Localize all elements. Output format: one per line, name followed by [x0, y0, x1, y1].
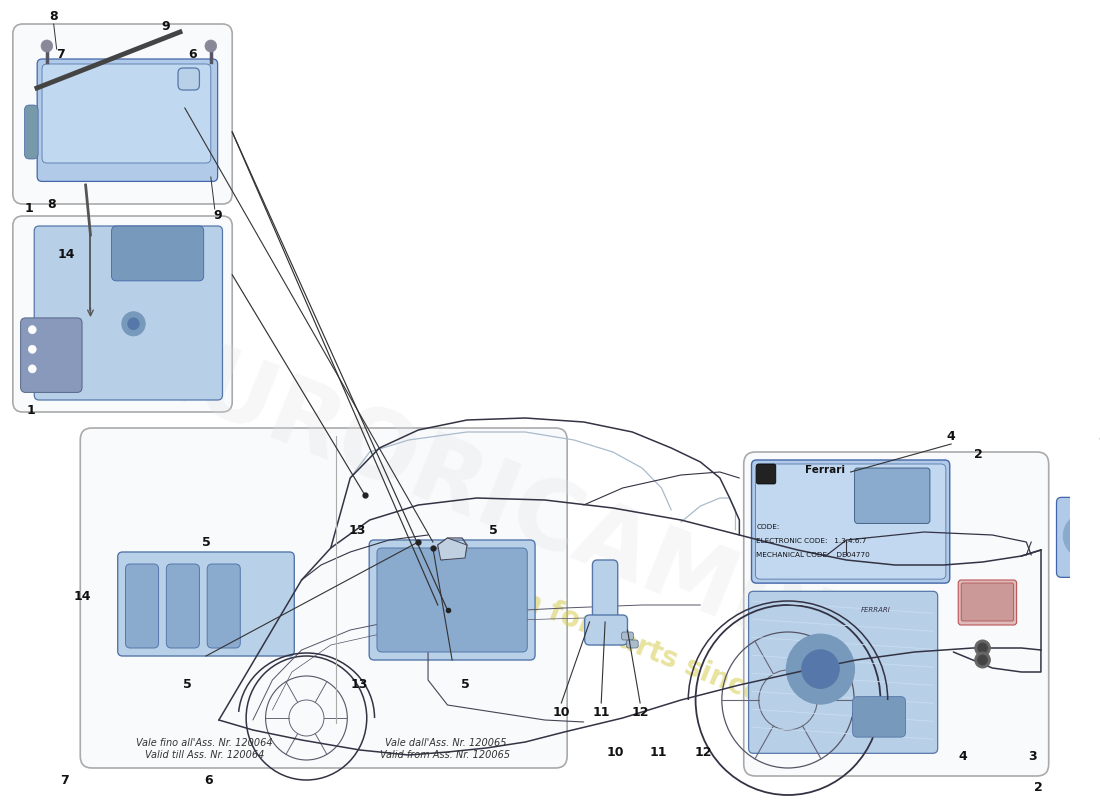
Circle shape — [975, 652, 990, 668]
Text: 2: 2 — [1034, 781, 1043, 794]
FancyBboxPatch shape — [621, 632, 634, 640]
FancyBboxPatch shape — [166, 564, 199, 648]
Circle shape — [975, 640, 990, 656]
Text: Vale fino all'Ass. Nr. 120064
Valid till Ass. Nr. 120064: Vale fino all'Ass. Nr. 120064 Valid till… — [136, 738, 273, 760]
Circle shape — [128, 318, 140, 330]
FancyBboxPatch shape — [13, 216, 232, 412]
Text: 4: 4 — [959, 750, 968, 762]
Text: 12: 12 — [694, 746, 712, 758]
Text: 3: 3 — [1028, 750, 1037, 762]
Text: CODE:: CODE: — [757, 524, 780, 530]
Text: 10: 10 — [552, 706, 570, 718]
Text: 8: 8 — [50, 10, 58, 22]
Circle shape — [1064, 514, 1100, 558]
Circle shape — [122, 312, 145, 336]
FancyBboxPatch shape — [24, 105, 38, 159]
Text: 1: 1 — [26, 404, 35, 417]
Circle shape — [41, 40, 53, 52]
Text: 11: 11 — [593, 706, 611, 718]
Text: ELECTRONIC CODE:   1.3.4.6.7: ELECTRONIC CODE: 1.3.4.6.7 — [757, 538, 867, 544]
FancyBboxPatch shape — [80, 428, 568, 768]
Text: 14: 14 — [74, 590, 91, 602]
FancyBboxPatch shape — [852, 697, 905, 737]
Text: 5: 5 — [461, 678, 470, 690]
FancyBboxPatch shape — [37, 59, 218, 182]
Circle shape — [29, 346, 36, 354]
Text: a passion for parts since 1985: a passion for parts since 1985 — [398, 538, 847, 742]
FancyBboxPatch shape — [756, 464, 946, 579]
Text: EURORICAMBI: EURORICAMBI — [123, 318, 849, 682]
Text: 3: 3 — [1098, 430, 1100, 443]
Text: 10: 10 — [606, 746, 624, 758]
Text: 6: 6 — [188, 49, 197, 62]
Text: 13: 13 — [351, 678, 369, 690]
Text: 7: 7 — [56, 49, 65, 62]
FancyBboxPatch shape — [751, 460, 949, 583]
FancyBboxPatch shape — [749, 591, 937, 754]
Text: MECHANICAL CODE:   DE04770: MECHANICAL CODE: DE04770 — [757, 552, 870, 558]
Circle shape — [978, 643, 988, 653]
FancyBboxPatch shape — [855, 468, 930, 523]
Circle shape — [29, 365, 36, 373]
Text: FERRARI: FERRARI — [860, 607, 891, 613]
Text: 2: 2 — [974, 448, 982, 461]
FancyBboxPatch shape — [1056, 498, 1100, 578]
FancyBboxPatch shape — [125, 564, 158, 648]
Text: 13: 13 — [349, 523, 366, 537]
FancyBboxPatch shape — [958, 580, 1016, 625]
Text: 4: 4 — [947, 430, 956, 443]
Text: Ferrari: Ferrari — [804, 465, 845, 475]
Circle shape — [978, 655, 988, 665]
FancyBboxPatch shape — [744, 452, 1048, 776]
FancyBboxPatch shape — [42, 64, 211, 163]
Text: 6: 6 — [205, 774, 213, 786]
FancyBboxPatch shape — [370, 540, 535, 660]
Text: 5: 5 — [490, 523, 498, 537]
FancyBboxPatch shape — [377, 548, 527, 652]
Circle shape — [1075, 525, 1096, 547]
FancyBboxPatch shape — [34, 226, 222, 400]
FancyBboxPatch shape — [593, 560, 618, 625]
FancyBboxPatch shape — [627, 640, 638, 648]
Text: 9: 9 — [213, 209, 222, 222]
Circle shape — [29, 326, 36, 334]
FancyBboxPatch shape — [178, 68, 199, 90]
Text: 11: 11 — [649, 746, 667, 758]
FancyBboxPatch shape — [961, 583, 1014, 621]
Text: 5: 5 — [183, 678, 191, 690]
Text: 1: 1 — [24, 202, 33, 214]
Text: Vale dall'Ass. Nr. 120065
Valid from Ass. Nr. 120065: Vale dall'Ass. Nr. 120065 Valid from Ass… — [381, 738, 510, 760]
FancyBboxPatch shape — [111, 226, 204, 281]
Text: 14: 14 — [57, 249, 75, 262]
FancyBboxPatch shape — [585, 615, 627, 645]
Text: 8: 8 — [47, 198, 56, 210]
Text: 5: 5 — [201, 535, 210, 549]
FancyBboxPatch shape — [21, 318, 82, 393]
Polygon shape — [438, 538, 468, 560]
Text: 9: 9 — [162, 20, 170, 33]
FancyBboxPatch shape — [118, 552, 295, 656]
Circle shape — [786, 634, 855, 704]
Text: 12: 12 — [631, 706, 649, 718]
Text: 7: 7 — [59, 774, 68, 786]
FancyBboxPatch shape — [207, 564, 240, 648]
Circle shape — [205, 40, 217, 52]
FancyBboxPatch shape — [757, 464, 776, 484]
Circle shape — [802, 650, 839, 689]
FancyBboxPatch shape — [13, 24, 232, 204]
